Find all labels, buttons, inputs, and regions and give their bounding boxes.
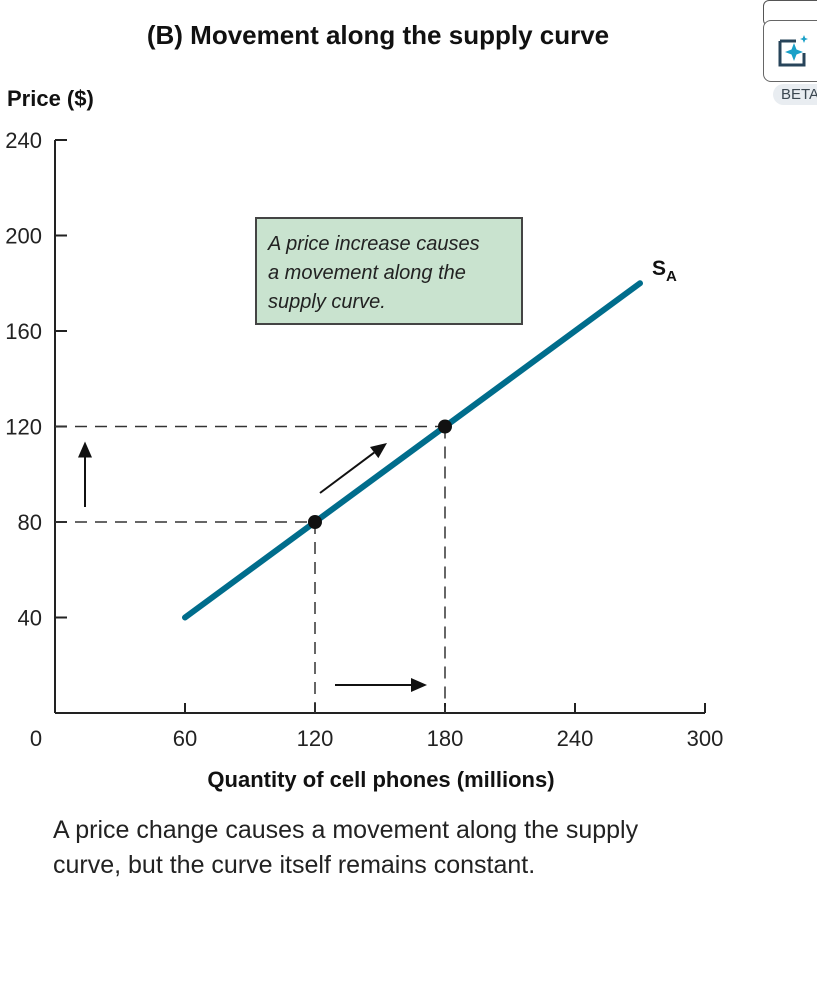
y-tick-label: 240 <box>5 128 42 153</box>
ai-assist-button[interactable] <box>763 20 817 82</box>
sparkle-add-icon <box>778 35 808 67</box>
movement-along-curve-arrow <box>319 443 387 494</box>
series-label-sub: A <box>666 268 677 285</box>
beta-widget: BETA <box>763 0 817 105</box>
price-up-arrow <box>78 441 92 507</box>
highlight-point <box>438 419 452 434</box>
axes: 40 80 120 160 200 240 0 60 120 180 240 300 <box>5 128 723 751</box>
y-tick-label: 160 <box>5 319 42 344</box>
supply-curve-line <box>182 280 643 621</box>
figure-caption: A price change causes a movement along t… <box>53 816 639 879</box>
x-axis-label: Quantity of cell phones (millions) <box>207 767 554 792</box>
x-tick-label: 60 <box>173 726 197 751</box>
quantity-right-arrow <box>335 678 427 692</box>
y-tick-label: 200 <box>5 224 42 249</box>
arrow-shaft <box>319 451 375 494</box>
arrow-head <box>369 443 387 459</box>
movement-arrows <box>78 441 427 692</box>
x-tick-label: 180 <box>427 726 464 751</box>
highlight-point <box>308 515 322 529</box>
y-tick-label: 40 <box>18 606 42 631</box>
arrow-head <box>411 678 427 692</box>
annotation-line-3: supply curve. <box>268 291 386 313</box>
annotation-box: A price increase causes a movement along… <box>255 217 523 325</box>
x-tick-label: 120 <box>297 726 334 751</box>
series-label-sa: SA <box>652 257 677 285</box>
chart-title: (B) Movement along the supply curve <box>147 20 609 50</box>
y-tick-label: 80 <box>18 510 42 535</box>
dashed-guides <box>55 425 446 713</box>
arrow-head <box>78 441 92 458</box>
annotation-line-1: A price increase causes <box>267 233 480 255</box>
annotation-line-2: a movement along the <box>268 262 466 284</box>
series-layer <box>182 280 643 621</box>
x-tick-label: 240 <box>557 726 594 751</box>
x-tick-label: 0 <box>30 726 42 751</box>
y-tick-label: 120 <box>5 415 42 440</box>
series-label-main: S <box>652 257 666 280</box>
beta-badge: BETA <box>773 84 817 105</box>
x-tick-label: 300 <box>687 726 724 751</box>
y-axis-label: Price ($) <box>7 86 94 111</box>
